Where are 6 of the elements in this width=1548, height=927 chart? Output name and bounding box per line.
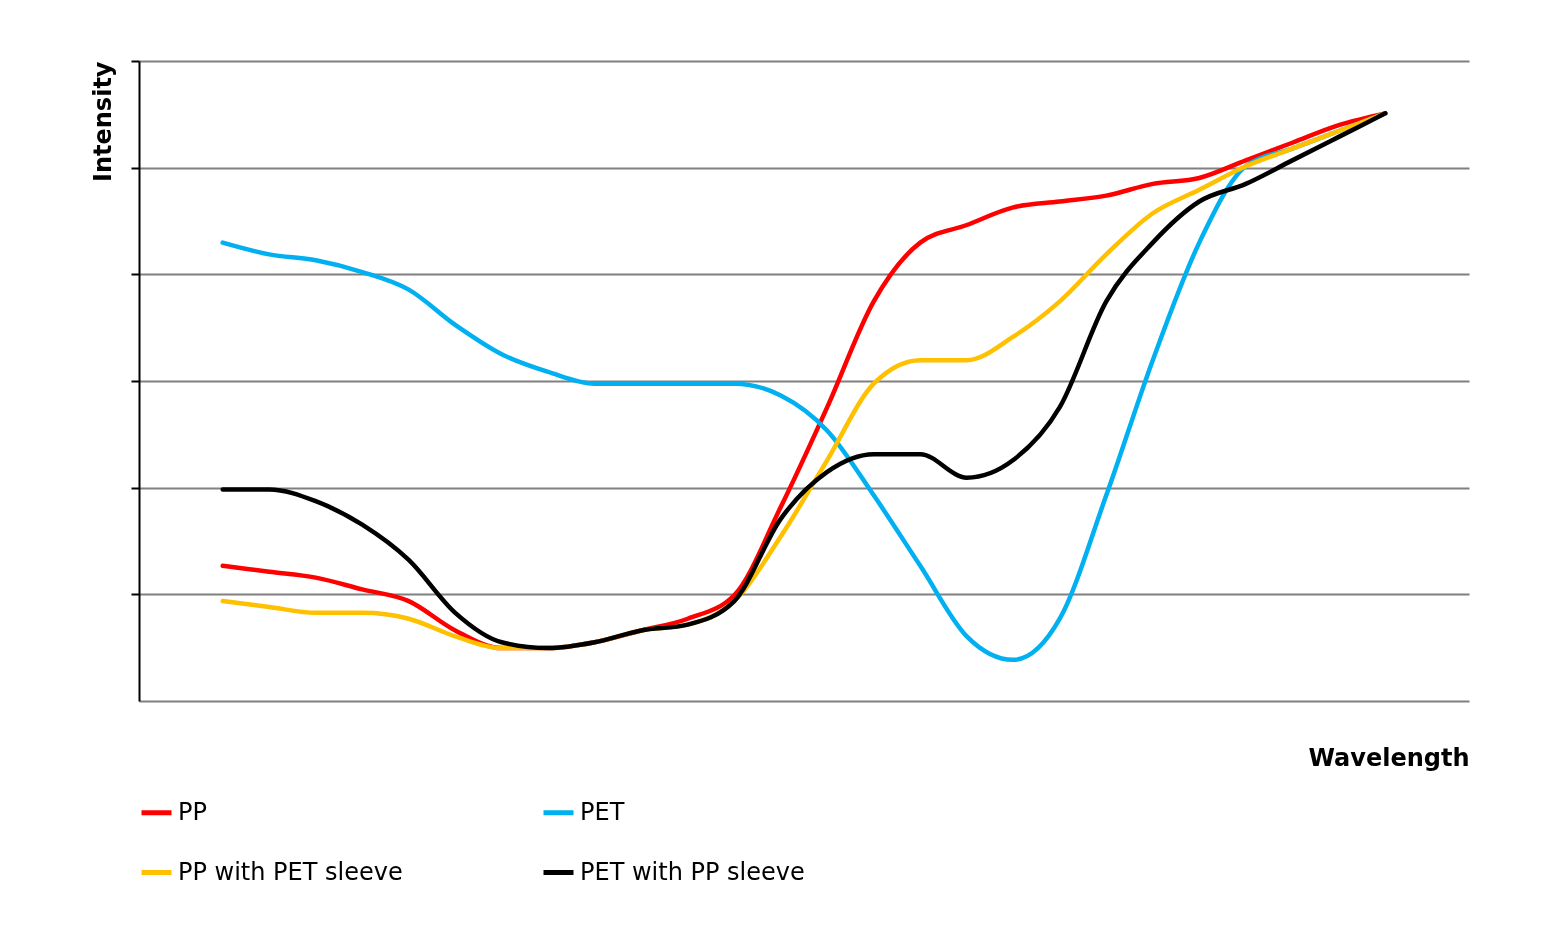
legend-label: PET	[580, 797, 625, 826]
legend-label: PET with PP sleeve	[580, 857, 805, 886]
x-axis-title: Wavelength	[1308, 743, 1470, 772]
legend-label: PP with PET sleeve	[178, 857, 403, 886]
y-axis-title: Intensity	[88, 61, 117, 182]
legend-label: PP	[178, 797, 207, 826]
